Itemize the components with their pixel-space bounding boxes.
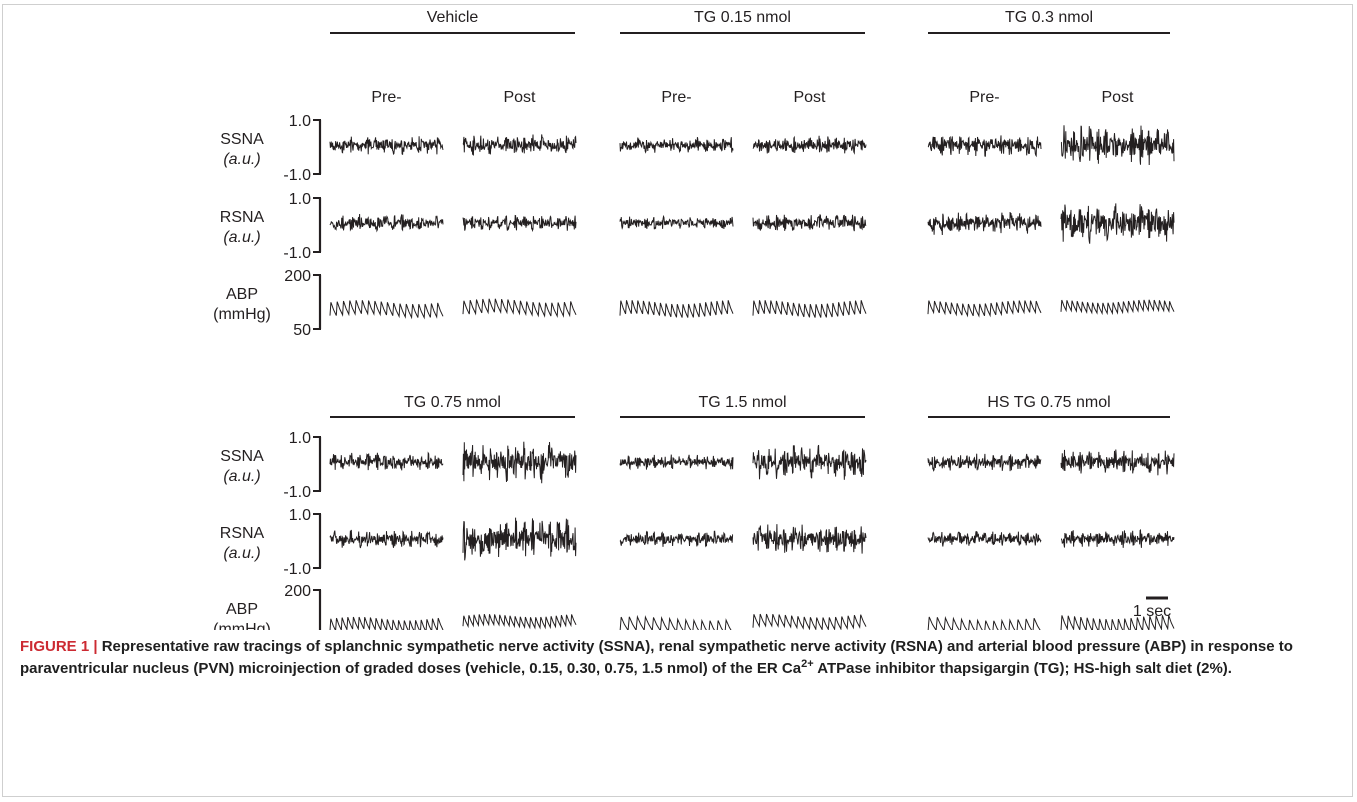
rsna-trace <box>927 211 1042 236</box>
tick-bottom: -1.0 <box>283 561 311 578</box>
ssna-trace <box>1060 125 1175 166</box>
row-label-ssna: SSNA <box>220 448 264 465</box>
abp-trace <box>329 616 444 630</box>
tick-bottom: -1.0 <box>283 167 311 184</box>
scale-bar-label: 1 sec <box>1133 603 1171 620</box>
ssna-trace <box>462 441 577 484</box>
group-title: Vehicle <box>427 9 479 26</box>
rsna-trace <box>329 529 444 549</box>
tick-bottom: 50 <box>293 322 311 339</box>
abp-trace <box>462 614 577 630</box>
abp-trace <box>752 300 867 318</box>
tick-top: 1.0 <box>289 113 311 130</box>
row-unit-rsna: (a.u.) <box>223 229 260 246</box>
rsna-trace <box>927 530 1042 547</box>
ssna-trace <box>927 453 1042 472</box>
row-label-abp: ABP <box>226 286 258 303</box>
figure-frame <box>2 4 1353 797</box>
abp-trace <box>1060 615 1175 630</box>
ssna-trace <box>329 136 444 156</box>
row-unit-abp: (mmHg) <box>213 621 271 630</box>
row-unit-rsna: (a.u.) <box>223 545 260 562</box>
rsna-trace <box>752 214 867 232</box>
abp-trace <box>619 614 732 630</box>
abp-trace <box>1060 299 1175 316</box>
rsna-trace <box>619 214 734 230</box>
condition-pre-label: Pre- <box>969 89 999 106</box>
tick-bottom: -1.0 <box>283 484 311 501</box>
caption-text-end: ATPase inhibitor thapsigargin (TG); HS-h… <box>813 660 1232 677</box>
rsna-trace <box>619 530 734 548</box>
ssna-trace <box>927 135 1042 158</box>
rsna-trace <box>462 214 577 233</box>
rsna-trace <box>1060 528 1175 548</box>
row-label-ssna: SSNA <box>220 131 264 148</box>
condition-post-label: Post <box>503 89 536 106</box>
ssna-trace <box>619 454 734 471</box>
abp-trace <box>619 300 734 318</box>
tick-top: 200 <box>284 268 311 285</box>
rsna-trace <box>752 524 867 554</box>
row-unit-ssna: (a.u.) <box>223 468 260 485</box>
ssna-trace <box>462 134 577 156</box>
row-label-rsna: RSNA <box>220 525 265 542</box>
rsna-trace <box>1060 203 1175 244</box>
tick-top: 1.0 <box>289 507 311 524</box>
row-unit-ssna: (a.u.) <box>223 151 260 168</box>
tick-top: 1.0 <box>289 191 311 208</box>
condition-post-label: Post <box>1101 89 1134 106</box>
row-label-rsna: RSNA <box>220 209 265 226</box>
caption-text: Representative raw tracings of splanchni… <box>20 638 1293 677</box>
group-title: TG 1.5 nmol <box>698 394 786 411</box>
figure-caption: FIGURE 1 | Representative raw tracings o… <box>20 636 1340 680</box>
abp-trace <box>752 613 867 630</box>
ssna-trace <box>752 135 867 155</box>
condition-pre-label: Pre- <box>371 89 401 106</box>
row-label-abp: ABP <box>226 601 258 618</box>
group-title: TG 0.15 nmol <box>694 9 791 26</box>
group-title: HS TG 0.75 nmol <box>987 394 1110 411</box>
group-title: TG 0.3 nmol <box>1005 9 1093 26</box>
caption-superscript: 2+ <box>801 658 814 670</box>
tick-top: 200 <box>284 583 311 600</box>
tick-bottom: -1.0 <box>283 245 311 262</box>
abp-trace <box>329 300 444 320</box>
rsna-trace <box>329 213 444 233</box>
condition-post-label: Post <box>793 89 826 106</box>
group-title: TG 0.75 nmol <box>404 394 501 411</box>
ssna-trace <box>329 451 444 471</box>
figure-number: FIGURE 1 | <box>20 638 98 655</box>
row-unit-abp: (mmHg) <box>213 306 271 323</box>
tick-top: 1.0 <box>289 430 311 447</box>
abp-trace <box>927 615 1041 630</box>
tracing-figure: SSNA (a.u.) 1.0 -1.0 RSNA (a.u.) 1.0 -1.0 ABP (mm… <box>213 9 1175 630</box>
abp-trace <box>927 300 1042 318</box>
ssna-trace <box>619 137 734 154</box>
ssna-trace <box>752 444 867 480</box>
ssna-trace <box>1060 449 1175 476</box>
rsna-trace <box>462 517 577 561</box>
abp-trace <box>462 298 577 319</box>
condition-pre-label: Pre- <box>661 89 691 106</box>
